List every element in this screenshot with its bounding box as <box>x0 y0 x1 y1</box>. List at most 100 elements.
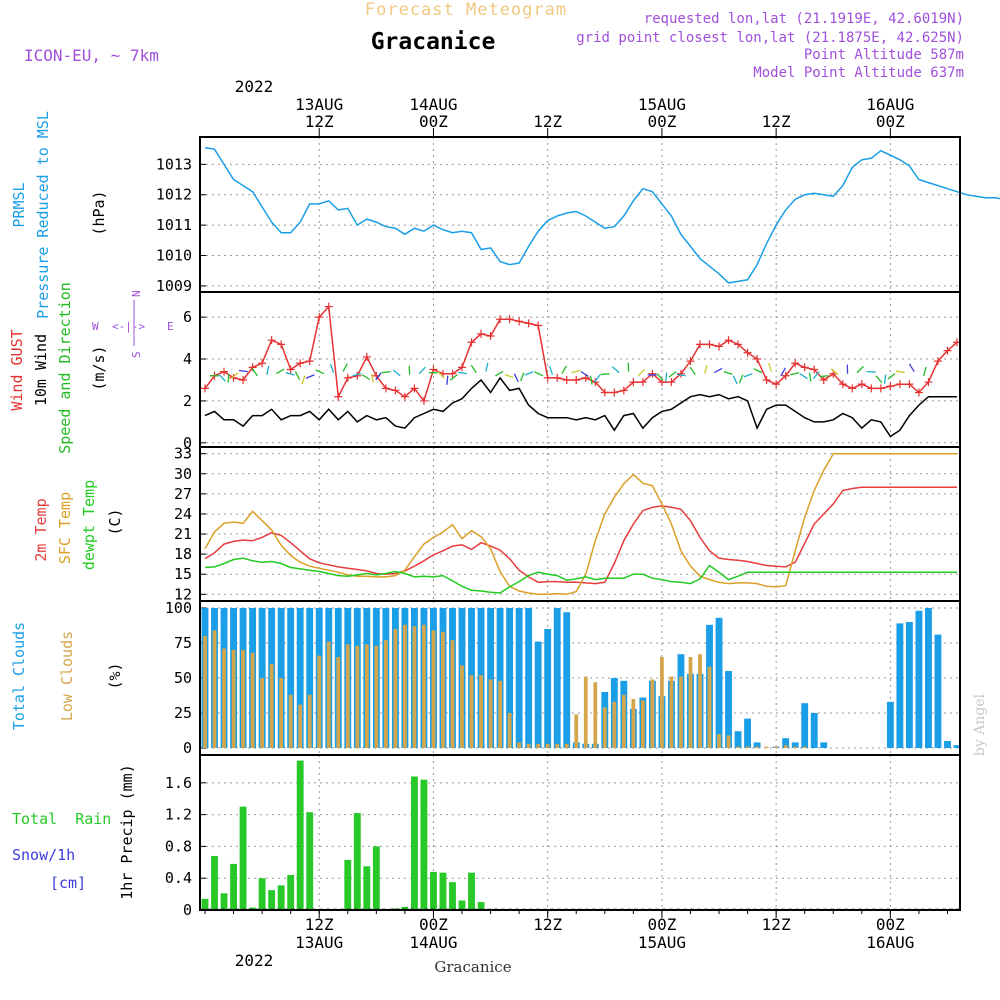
precip-bar <box>410 776 418 910</box>
model-label: ICON-EU, ~ 7km <box>24 46 159 65</box>
direction-arrow <box>495 370 504 377</box>
gust-marker <box>914 388 923 397</box>
precip-bar <box>220 893 228 910</box>
precip-bar <box>449 882 456 910</box>
clouds-bar <box>650 679 655 748</box>
pressure-line-prmsl <box>204 146 1000 284</box>
clouds-panel: 0 25 50 75 100 <box>165 599 961 757</box>
top-hour-label: 12Z <box>762 112 791 131</box>
direction-arrow <box>656 373 664 381</box>
clouds-bar <box>507 713 512 748</box>
temperature-panel: 12 15 18 21 24 27 30 33 <box>174 445 961 603</box>
gust-marker <box>686 357 695 366</box>
clouds-bar <box>326 641 331 748</box>
wind-panel: 0 2 4 6 <box>183 291 961 452</box>
clouds-bar <box>203 636 207 748</box>
compass-north: N <box>130 290 143 297</box>
direction-arrow <box>513 373 519 383</box>
pressure-labels: PRMSL Pressure Reduced to MSL (hPa) <box>10 111 108 319</box>
clouds-bar <box>801 703 809 748</box>
precip-labels: Total Rain Snow/1h [cm] 1hr Precip (mm) <box>12 764 136 899</box>
clouds-bar <box>269 664 274 748</box>
direction-arrow <box>361 374 371 381</box>
clouds-bar <box>403 624 407 748</box>
clouds-bar <box>915 610 923 748</box>
clouds-bar <box>820 742 828 748</box>
gust-marker <box>496 315 505 324</box>
precip-bar <box>468 872 475 910</box>
direction-arrow <box>561 365 567 375</box>
gust-marker <box>933 357 942 366</box>
precip-bar <box>201 898 209 910</box>
clouds-bar <box>383 640 388 748</box>
wind-tick-label: 2 <box>183 392 192 410</box>
tsfc-label: SFC Temp <box>56 492 74 564</box>
precip-bar <box>363 866 371 910</box>
direction-arrow <box>571 369 581 374</box>
precip-bar <box>287 875 295 910</box>
direction-arrow <box>549 365 554 375</box>
clouds-bar <box>612 701 617 748</box>
gust-marker <box>543 373 552 382</box>
clouds-bar <box>515 608 523 748</box>
location-title: Gracanice <box>371 29 496 55</box>
gust-marker <box>562 375 571 384</box>
t2m-label: 2m Temp <box>32 498 50 561</box>
precip-bar <box>477 902 485 910</box>
clouds-bar <box>640 700 645 748</box>
direction-arrow <box>732 375 738 385</box>
clouds-bar <box>298 704 303 748</box>
gust-marker <box>419 396 428 405</box>
clouds-bar <box>336 657 341 748</box>
clouds-bar <box>212 630 217 748</box>
bottom-hour-label: 12Z <box>533 915 562 934</box>
gust-marker <box>838 380 847 389</box>
clouds-bar <box>717 734 721 748</box>
clouds-bar <box>593 682 598 748</box>
bottom-date-label: 14AUG <box>409 933 457 952</box>
temperature-line-sfc-temp <box>204 452 957 596</box>
clouds-bar <box>583 676 588 748</box>
gust-marker <box>515 317 524 326</box>
clouds-bar <box>896 623 904 748</box>
direction-arrow <box>923 366 927 376</box>
clouds-bar <box>774 746 779 748</box>
direction-arrow <box>342 363 348 372</box>
gust-marker <box>220 367 229 376</box>
gust-marker <box>810 365 819 374</box>
clouds-bar <box>602 707 607 748</box>
clouds-bar <box>306 608 314 748</box>
direction-arrow <box>446 375 449 385</box>
clouds-bar <box>725 671 732 748</box>
precip-frame <box>199 754 961 911</box>
gust-marker <box>895 380 904 389</box>
clouds-bar <box>364 644 369 748</box>
clouds-tick-label: 0 <box>183 739 192 757</box>
clouds-bar <box>555 743 560 748</box>
wind10m-label: 10m Wind <box>32 334 50 406</box>
gust-marker <box>924 378 933 387</box>
direction-arrow <box>470 364 477 374</box>
clouds-bar <box>496 608 504 748</box>
bottom-date-label: 13AUG <box>295 933 343 952</box>
clouds-bar <box>488 679 493 748</box>
top-date-label: 14AUG <box>409 95 457 114</box>
clouds-bar <box>688 657 693 748</box>
clouds-bar <box>498 680 502 748</box>
gust-marker <box>258 359 267 368</box>
clouds-series-low-clouds <box>203 624 807 748</box>
gust-marker <box>505 315 514 324</box>
clouds-bar <box>726 735 731 748</box>
clouds-bar <box>621 694 626 748</box>
direction-arrow <box>812 371 820 380</box>
clouds-bar <box>563 612 571 748</box>
requested-coords: requested lon,lat (21.1919E, 42.6019N) <box>644 11 964 27</box>
direction-arrow <box>713 367 723 374</box>
compass-south: S <box>130 351 143 358</box>
precip-bar <box>344 859 352 910</box>
direction-arrow <box>895 370 905 374</box>
clouds-bar <box>810 713 818 748</box>
direction-arrow <box>449 374 458 381</box>
direction-arrow <box>457 371 467 375</box>
direction-arrow <box>753 368 763 374</box>
